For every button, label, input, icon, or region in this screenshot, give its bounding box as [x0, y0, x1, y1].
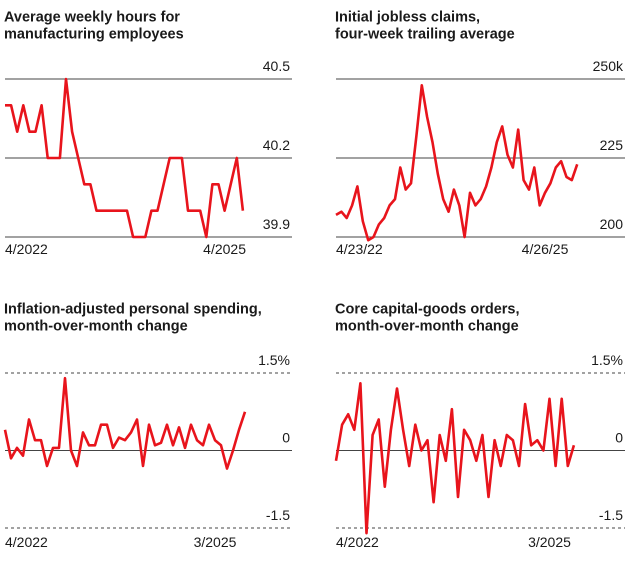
- data-line: [335, 84, 579, 242]
- y-tick-label: 0: [282, 430, 290, 446]
- chart-title: month-over-month change: [335, 319, 519, 335]
- chart-title: Initial jobless claims,: [335, 10, 480, 26]
- y-tick-label: 200: [600, 216, 624, 232]
- x-tick-label: 4/2022: [336, 534, 379, 550]
- chart-title: four-week trailing average: [335, 27, 515, 43]
- x-tick-label: 4/26/25: [522, 241, 569, 257]
- y-tick-label: 40.2: [263, 137, 290, 153]
- chart-title: Average weekly hours for: [4, 10, 180, 26]
- x-tick-label: 4/23/22: [336, 241, 383, 257]
- x-tick-label: 4/2022: [5, 241, 48, 257]
- x-tick-label: 4/2022: [5, 534, 48, 550]
- data-line: [334, 382, 576, 535]
- y-tick-label: -1.5: [266, 507, 290, 523]
- x-tick-label: 3/2025: [194, 534, 237, 550]
- x-tick-label: 4/2025: [203, 241, 246, 257]
- y-tick-label: 0: [615, 430, 623, 446]
- chart-title: Inflation-adjusted personal spending,: [4, 302, 262, 318]
- data-line: [5, 77, 245, 239]
- y-tick-label: -1.5: [599, 507, 623, 523]
- y-tick-label: 225: [600, 137, 624, 153]
- chart-title: Core capital-goods orders,: [335, 302, 520, 318]
- chart-title: manufacturing employees: [4, 27, 184, 43]
- y-tick-label: 1.5%: [258, 352, 290, 368]
- y-tick-label: 39.9: [263, 216, 290, 232]
- y-tick-label: 250k: [593, 58, 624, 74]
- y-tick-label: 1.5%: [591, 352, 623, 368]
- x-tick-label: 3/2025: [528, 534, 571, 550]
- chart-title: month-over-month change: [4, 319, 188, 335]
- data-line: [3, 376, 247, 470]
- y-tick-label: 40.5: [263, 58, 290, 74]
